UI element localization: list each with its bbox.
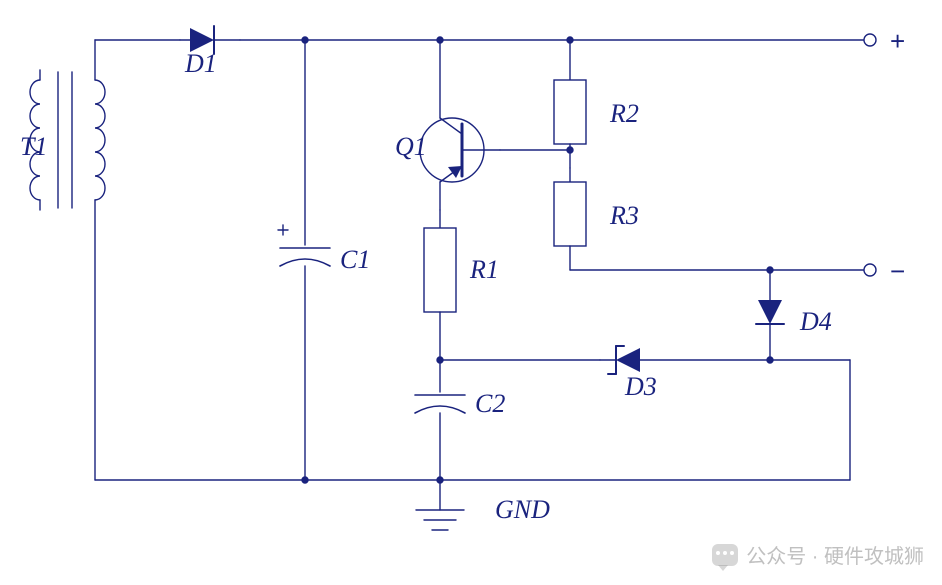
diode-d4 xyxy=(756,270,784,360)
ground-symbol xyxy=(416,480,464,530)
label-q1: Q1 xyxy=(395,132,427,161)
label-gnd: GND xyxy=(495,495,550,524)
label-t1: T1 xyxy=(20,132,47,161)
capacitor-c2 xyxy=(415,360,465,480)
resistor-r3 xyxy=(554,168,586,270)
terminal-plus xyxy=(864,34,876,46)
capacitor-c1 xyxy=(278,40,330,480)
label-minus: − xyxy=(890,256,905,286)
label-plus: + xyxy=(890,26,905,56)
label-r3: R3 xyxy=(609,201,639,230)
label-c1: C1 xyxy=(340,245,370,274)
label-d1: D1 xyxy=(184,49,217,78)
transformer-t1 xyxy=(30,40,105,480)
diode-d3 xyxy=(600,346,770,374)
label-d3: D3 xyxy=(624,372,657,401)
circuit-schematic: T1 D1 C1 Q1 R1 R2 R3 C2 D3 D4 GND + − xyxy=(0,0,942,585)
transistor-q1 xyxy=(420,40,500,210)
label-c2: C2 xyxy=(475,389,505,418)
label-r2: R2 xyxy=(609,99,639,128)
label-r1: R1 xyxy=(469,255,499,284)
label-d4: D4 xyxy=(799,307,832,336)
resistor-r1 xyxy=(424,210,456,360)
terminal-minus xyxy=(864,264,876,276)
